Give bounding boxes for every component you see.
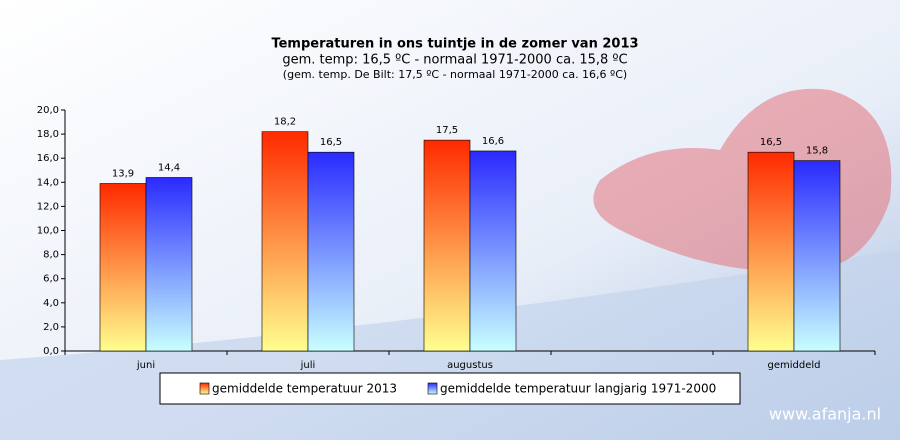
watermark: www.afanja.nl (769, 405, 881, 424)
y-tick-label: 6,0 (43, 274, 59, 285)
y-tick-label: 20,0 (37, 105, 59, 116)
value-label: 13,9 (112, 169, 134, 180)
value-label: 16,5 (760, 137, 782, 148)
y-tick-label: 4,0 (43, 298, 59, 309)
y-tick-label: 12,0 (37, 201, 59, 212)
y-tick-label: 16,0 (37, 153, 59, 164)
value-label: 17,5 (436, 125, 458, 136)
value-label: 15,8 (806, 146, 828, 157)
bar (307, 151, 355, 352)
bar (747, 151, 795, 352)
x-tick-label: augustus (447, 360, 493, 371)
chart-note: (gem. temp. De Bilt: 17,5 ºC - normaal 1… (283, 68, 627, 81)
y-tick-label: 14,0 (37, 177, 59, 188)
bar (423, 139, 471, 352)
legend-label: gemiddelde temperatuur langjarig 1971-20… (440, 382, 716, 396)
bar (793, 160, 841, 352)
value-label: 16,6 (482, 136, 504, 147)
bar (469, 150, 517, 352)
value-label: 14,4 (158, 162, 180, 173)
bar (261, 131, 309, 352)
bar (99, 183, 147, 352)
x-tick-label: gemiddeld (768, 360, 821, 371)
value-label: 18,2 (274, 117, 296, 128)
chart-subtitle: gem. temp: 16,5 ºC - normaal 1971-2000 c… (282, 53, 627, 68)
legend (159, 372, 741, 405)
legend-label: gemiddelde temperatuur 2013 (212, 382, 397, 396)
x-tick-label: juni (136, 360, 155, 371)
bar (145, 177, 193, 352)
y-tick-label: 10,0 (37, 226, 59, 237)
y-tick-label: 0,0 (43, 346, 59, 357)
legend-swatch (199, 382, 210, 395)
x-tick-label: juli (300, 360, 316, 371)
y-tick-label: 18,0 (37, 129, 59, 140)
y-tick-label: 8,0 (43, 250, 59, 261)
chart-title: Temperaturen in ons tuintje in de zomer … (271, 37, 638, 52)
value-label: 16,5 (320, 137, 342, 148)
y-tick-label: 2,0 (43, 322, 59, 333)
legend-swatch (427, 382, 438, 395)
